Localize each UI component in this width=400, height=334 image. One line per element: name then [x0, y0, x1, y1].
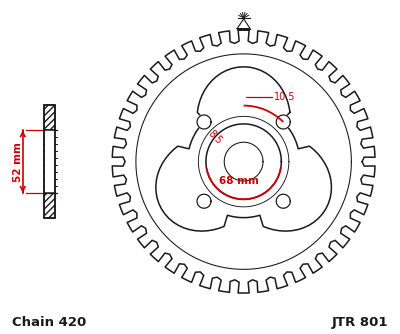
Text: JTR 801: JTR 801: [332, 316, 388, 329]
Polygon shape: [276, 115, 290, 129]
Text: Chain 420: Chain 420: [12, 316, 86, 329]
Bar: [44, 130, 55, 193]
Polygon shape: [206, 124, 281, 199]
Bar: [44, 105, 55, 130]
Polygon shape: [156, 67, 332, 231]
Polygon shape: [112, 30, 375, 293]
Polygon shape: [197, 115, 211, 129]
Text: 10.5: 10.5: [274, 92, 295, 102]
Text: 68 mm: 68 mm: [219, 176, 259, 186]
Text: 52 mm: 52 mm: [14, 142, 24, 182]
Polygon shape: [224, 142, 263, 181]
Text: 8.5: 8.5: [206, 129, 224, 147]
Bar: [44, 193, 55, 218]
Polygon shape: [197, 194, 211, 208]
Polygon shape: [276, 194, 290, 208]
Bar: [44, 105, 55, 218]
